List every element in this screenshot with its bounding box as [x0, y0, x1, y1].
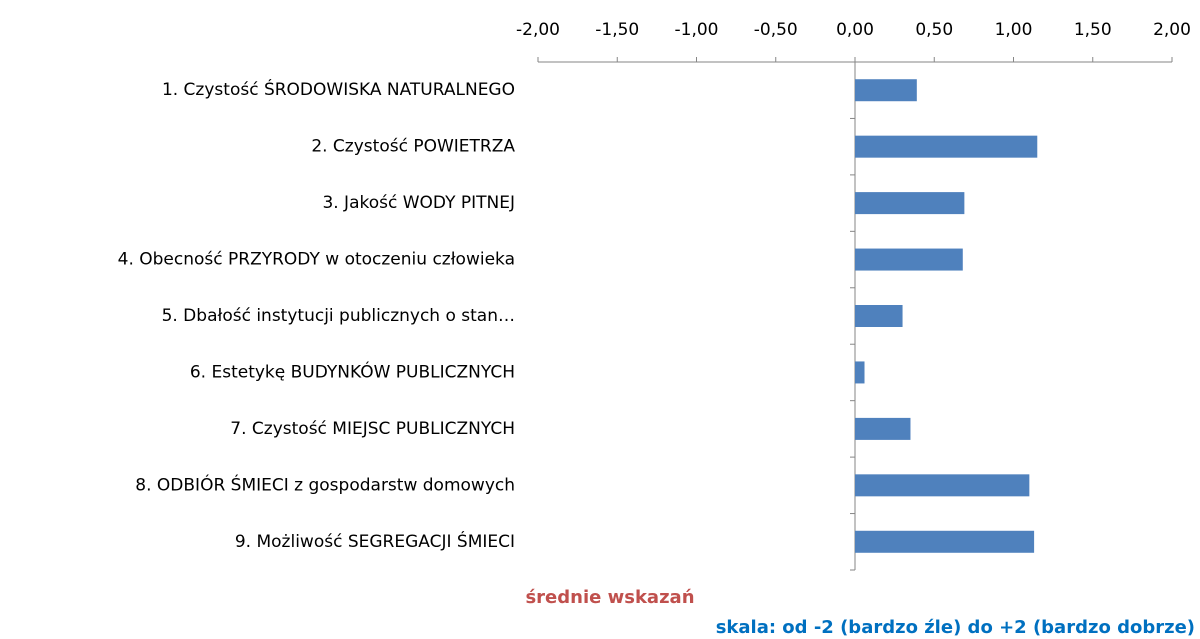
annotation: średnie wskazań	[525, 587, 694, 608]
x-tick-label: 0,50	[915, 20, 953, 40]
y-tick-label: 8. ODBIÓR ŚMIECI z gospodarstw domowych	[135, 473, 515, 495]
bar	[855, 248, 963, 271]
bar	[855, 135, 1038, 158]
bar	[855, 361, 865, 384]
y-tick-label: 6. Estetykę BUDYNKÓW PUBLICZNYCH	[190, 360, 515, 382]
x-tick-label: -1,00	[675, 20, 719, 40]
bar	[855, 417, 911, 440]
bar	[855, 530, 1035, 553]
y-tick-label: 7. Czystość MIEJSC PUBLICZNYCH	[230, 419, 515, 439]
x-tick-label: 2,00	[1153, 20, 1191, 40]
bar	[855, 192, 965, 215]
bar	[855, 79, 917, 102]
x-tick-label: 1,00	[995, 20, 1033, 40]
bar	[855, 474, 1030, 497]
y-tick-label: 2. Czystość POWIETRZA	[311, 137, 515, 157]
x-tick-label: -0,50	[754, 20, 798, 40]
x-tick-label: -1,50	[595, 20, 639, 40]
y-tick-label: 9. Możliwość SEGREGACJI ŚMIECI	[235, 530, 515, 552]
bar	[855, 305, 903, 327]
y-tick-label: 5. Dbałość instytucji publicznych o stan…	[162, 306, 515, 326]
y-tick-label: 4. Obecność PRZYRODY w otoczeniu człowie…	[118, 250, 515, 270]
x-tick-label: -2,00	[516, 20, 560, 40]
annotation: skala: od -2 (bardzo źle) do +2 (bardzo …	[716, 617, 1195, 638]
x-tick-label: 0,00	[836, 20, 874, 40]
y-tick-label: 3. Jakość WODY PITNEJ	[322, 193, 515, 213]
y-tick-label: 1. Czystość ŚRODOWISKA NATURALNEGO	[162, 78, 515, 100]
x-tick-label: 1,50	[1074, 20, 1112, 40]
